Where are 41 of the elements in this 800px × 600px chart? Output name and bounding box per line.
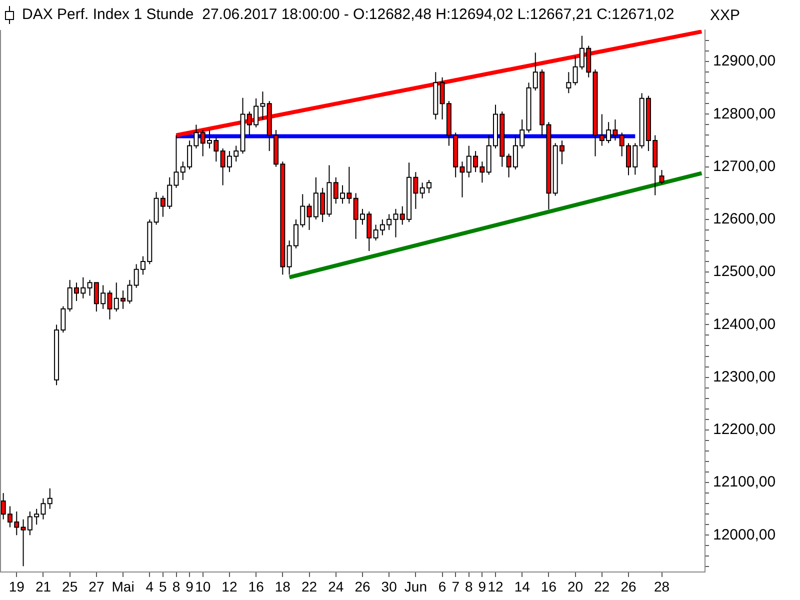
x-tick-label: 16: [540, 578, 557, 594]
x-tick-label: 28: [654, 578, 670, 594]
x-tick-label: 12: [222, 578, 238, 594]
x-tick-label: 9: [186, 578, 194, 594]
x-tick-label: 14: [514, 578, 530, 594]
x-tick-label: 16: [248, 578, 264, 594]
x-tick-label: 7: [452, 578, 460, 594]
y-tick-label: 12900,00: [713, 52, 776, 70]
x-tick-label: 24: [328, 578, 344, 594]
y-tick-label: 12200,00: [713, 421, 776, 438]
x-tick-label: 21: [35, 578, 52, 594]
y-tick-label: 12800,00: [713, 105, 776, 122]
x-tick-label: 12: [488, 578, 504, 594]
x-tick-label: 22: [301, 578, 318, 594]
x-tick-label: 8: [172, 578, 180, 594]
x-tick-label: 9: [478, 578, 486, 594]
y-tick-label: 12600,00: [713, 210, 776, 228]
x-tick-label: 6: [438, 578, 446, 594]
y-tick-label: 12300,00: [713, 368, 776, 386]
x-tick-label: Mai: [112, 578, 134, 594]
x-tick-label: 30: [381, 578, 398, 594]
x-tick-label: 19: [8, 578, 25, 594]
x-tick-label: 20: [568, 578, 584, 594]
x-tick-label: 4: [146, 578, 154, 594]
y-tick-label: 12400,00: [713, 316, 776, 333]
y-tick-label: 12700,00: [713, 158, 776, 175]
x-tick-label: 25: [62, 578, 78, 594]
x-tick-label: 22: [594, 578, 610, 594]
x-tick-label: 26: [620, 578, 637, 594]
x-tick-label: 10: [195, 578, 211, 594]
y-tick-label: 12100,00: [713, 474, 776, 491]
x-tick-label: Jun: [404, 578, 427, 594]
text: XXP: [710, 7, 740, 24]
y-tick-label: 12000,00: [713, 526, 776, 544]
x-tick-label: 8: [464, 578, 473, 594]
x-tick-label: 5: [159, 578, 168, 594]
x-tick-label: 18: [274, 578, 291, 594]
x-tick-label: 27: [88, 578, 104, 594]
chart-title: DAX Perf. Index 1 Stunde 27.06.2017 18:00:00 - O:12682,48 H:12694,02 L:12667,21 C:12671,02: [22, 6, 674, 24]
y-tick-label: 12500,00: [713, 263, 776, 280]
x-tick-label: 26: [354, 578, 370, 594]
